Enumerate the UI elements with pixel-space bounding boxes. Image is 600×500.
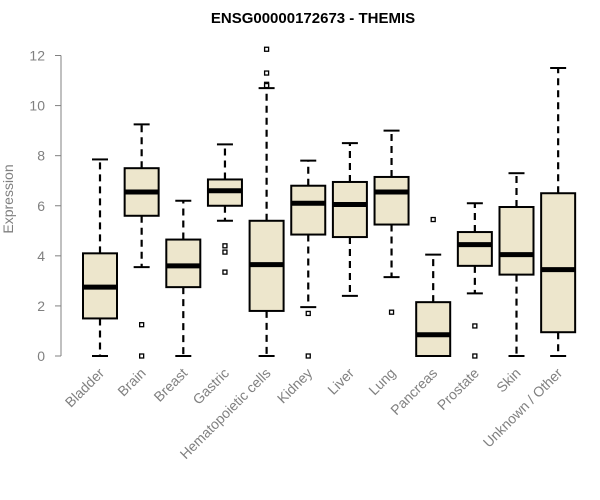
- outlier-point: [430, 216, 436, 223]
- x-tick-label: Liver: [324, 365, 357, 398]
- outlier-point: [472, 323, 478, 329]
- box-bladder: [82, 158, 118, 357]
- iqr-box: [331, 180, 368, 239]
- box-kidney: [290, 159, 327, 359]
- outlier-point: [263, 70, 270, 76]
- box-gastric: [206, 143, 243, 275]
- y-tick-label: 8: [37, 148, 45, 164]
- x-tick-label: Unknown / Other: [480, 365, 566, 451]
- outlier-point: [263, 82, 270, 89]
- x-tick-label: Skin: [493, 365, 524, 396]
- outlier-point: [472, 353, 478, 359]
- iqr-box: [165, 238, 202, 289]
- iqr-box: [456, 231, 493, 267]
- box-hematopoietic-cells: [248, 46, 285, 357]
- box-prostate: [456, 202, 493, 359]
- box-brain: [123, 123, 160, 359]
- box-pancreas: [415, 216, 452, 357]
- box-unknown-other: [540, 67, 577, 357]
- iqr-box: [540, 192, 577, 334]
- outlier-point: [222, 249, 228, 255]
- box-skin: [498, 172, 535, 357]
- x-tick-label: Brain: [114, 365, 148, 399]
- x-tick-label: Kidney: [274, 365, 316, 407]
- box-liver: [331, 142, 368, 297]
- y-tick-label: 2: [37, 298, 45, 314]
- iqr-box: [498, 206, 535, 276]
- y-tick-label: 0: [37, 348, 45, 364]
- outlier-point: [305, 353, 311, 359]
- chart-title: ENSG00000172673 - THEMIS: [211, 10, 415, 27]
- box-lung: [373, 129, 410, 315]
- iqr-box: [290, 184, 327, 236]
- x-tick-label: Breast: [150, 365, 190, 405]
- iqr-box: [373, 175, 410, 226]
- outlier-point: [138, 322, 145, 328]
- outlier-point: [263, 46, 270, 52]
- outlier-point: [222, 243, 228, 249]
- y-axis: 0 2 4 6 8 10 12: [29, 48, 62, 364]
- x-tick-label: Lung: [365, 365, 398, 398]
- outlier-point: [222, 269, 228, 275]
- y-tick-label: 4: [37, 248, 45, 264]
- y-tick-label: 6: [37, 198, 45, 214]
- y-axis-label: Expression: [0, 164, 16, 233]
- boxes-group: [82, 46, 577, 359]
- outlier-point: [305, 310, 311, 317]
- iqr-box: [415, 301, 452, 357]
- outlier-point: [138, 353, 145, 359]
- y-tick-label: 10: [29, 98, 45, 114]
- box-breast: [165, 199, 202, 357]
- y-tick-label: 12: [29, 48, 45, 64]
- x-tick-label: Bladder: [62, 365, 108, 411]
- x-tick-label: Prostate: [434, 365, 482, 413]
- outlier-point: [388, 309, 395, 315]
